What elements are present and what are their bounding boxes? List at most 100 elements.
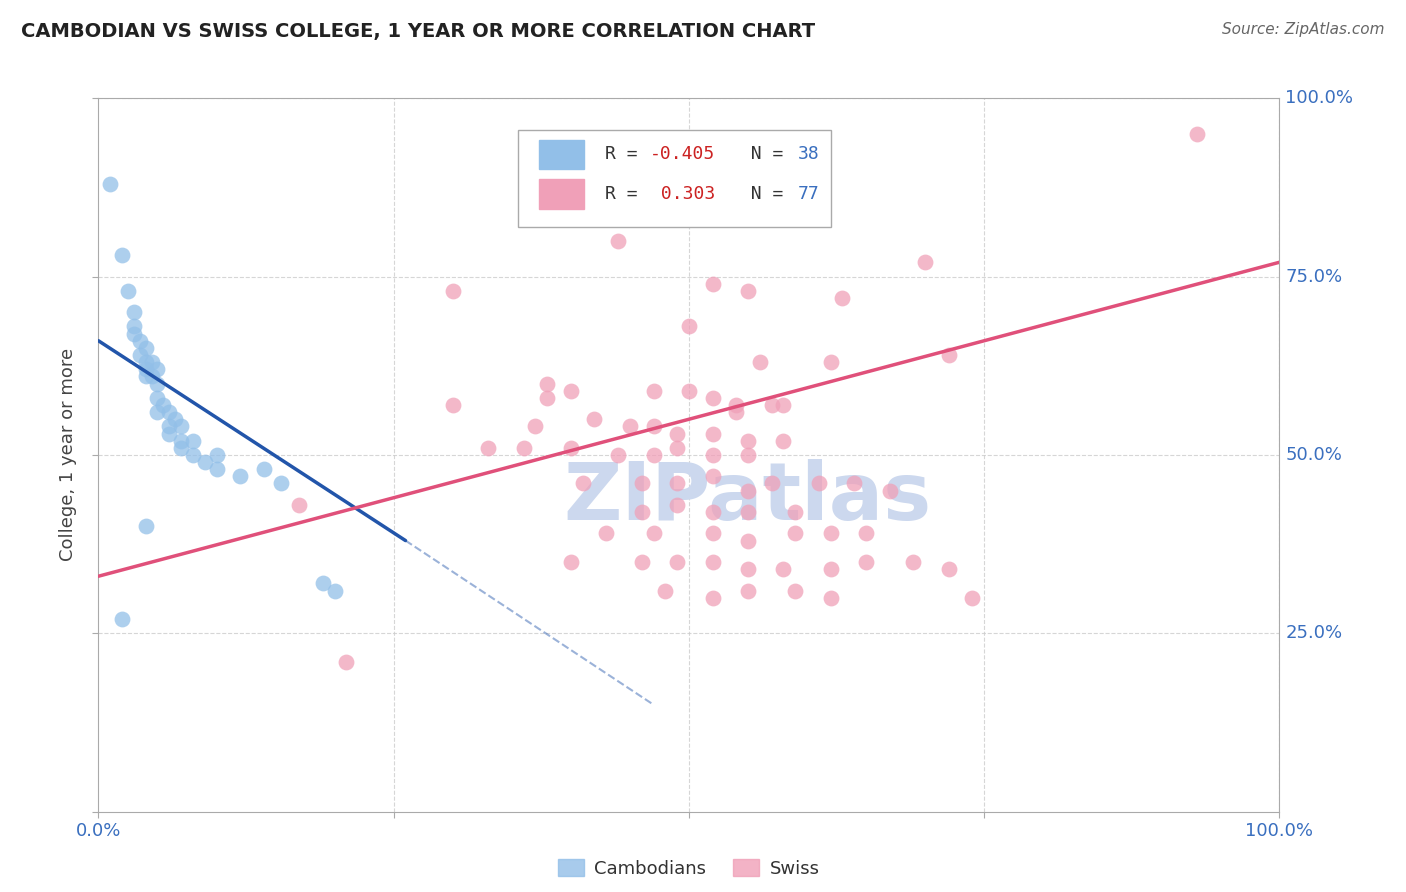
Point (702, 526, 724, 541)
Point (98, 177, 121, 191)
Point (560, 384, 582, 398)
Point (903, 555, 925, 569)
Point (702, 555, 724, 569)
Point (536, 376, 558, 391)
Point (141, 355, 163, 369)
Point (678, 384, 700, 398)
Text: N =: N = (730, 186, 794, 203)
Point (135, 362, 157, 376)
Point (785, 526, 807, 541)
Y-axis label: College, 1 year or more: College, 1 year or more (59, 349, 77, 561)
Text: 25.0%: 25.0% (1285, 624, 1343, 642)
Point (737, 533, 759, 548)
Point (702, 277, 724, 291)
Text: -0.405: -0.405 (650, 145, 716, 163)
Point (441, 398, 464, 412)
Text: 0.303: 0.303 (650, 186, 716, 203)
Point (135, 341, 157, 355)
Point (560, 441, 582, 455)
Point (820, 526, 842, 541)
Point (128, 348, 150, 362)
Point (643, 419, 665, 434)
Point (962, 591, 984, 605)
Point (157, 419, 180, 434)
Point (748, 355, 770, 369)
Point (702, 426, 724, 441)
Point (666, 426, 689, 441)
Point (761, 476, 783, 491)
Point (135, 355, 157, 369)
Point (607, 448, 630, 462)
Point (441, 284, 464, 298)
Point (772, 398, 794, 412)
Point (643, 448, 665, 462)
Point (855, 555, 877, 569)
Point (654, 583, 676, 598)
Point (820, 591, 842, 605)
Point (536, 391, 558, 405)
Point (229, 469, 252, 483)
Point (595, 526, 617, 541)
FancyBboxPatch shape (517, 130, 831, 227)
Point (583, 412, 606, 426)
Text: 38: 38 (797, 145, 820, 163)
Point (181, 434, 204, 448)
Point (146, 391, 169, 405)
Point (666, 476, 689, 491)
Point (135, 369, 157, 384)
Point (477, 441, 499, 455)
Point (807, 476, 830, 491)
Point (170, 441, 193, 455)
Point (619, 419, 641, 434)
Legend: Cambodians, Swiss: Cambodians, Swiss (551, 852, 827, 885)
Point (702, 391, 724, 405)
Point (938, 562, 960, 576)
FancyBboxPatch shape (538, 179, 583, 210)
Text: 77: 77 (797, 186, 820, 203)
Point (288, 498, 311, 512)
Point (879, 483, 901, 498)
Point (785, 583, 807, 598)
Text: Source: ZipAtlas.com: Source: ZipAtlas.com (1222, 22, 1385, 37)
Point (122, 319, 145, 334)
Point (844, 476, 866, 491)
Point (135, 519, 157, 533)
Point (737, 583, 759, 598)
Point (270, 476, 292, 491)
Point (1185, 127, 1208, 141)
Point (194, 455, 217, 469)
Point (170, 419, 193, 434)
Point (666, 555, 689, 569)
Point (122, 326, 145, 341)
Text: ZIPatlas: ZIPatlas (564, 458, 932, 537)
Point (702, 469, 724, 483)
Point (165, 412, 187, 426)
Point (761, 398, 783, 412)
Point (111, 248, 134, 262)
Point (146, 376, 169, 391)
Point (205, 448, 228, 462)
Point (205, 462, 228, 476)
Text: 100.0%: 100.0% (1285, 89, 1354, 107)
Point (820, 562, 842, 576)
Point (772, 562, 794, 576)
Point (141, 369, 163, 384)
Point (630, 476, 652, 491)
Point (312, 576, 335, 591)
Point (630, 505, 652, 519)
Point (737, 562, 759, 576)
Text: 75.0%: 75.0% (1285, 268, 1343, 285)
Point (914, 255, 936, 269)
Point (855, 526, 877, 541)
Point (737, 505, 759, 519)
Point (512, 441, 534, 455)
Point (170, 434, 193, 448)
Point (702, 591, 724, 605)
Text: N =: N = (730, 145, 794, 163)
FancyBboxPatch shape (538, 139, 583, 169)
Point (643, 384, 665, 398)
Point (725, 405, 748, 419)
Point (253, 462, 276, 476)
Text: R =: R = (605, 145, 648, 163)
Point (737, 448, 759, 462)
